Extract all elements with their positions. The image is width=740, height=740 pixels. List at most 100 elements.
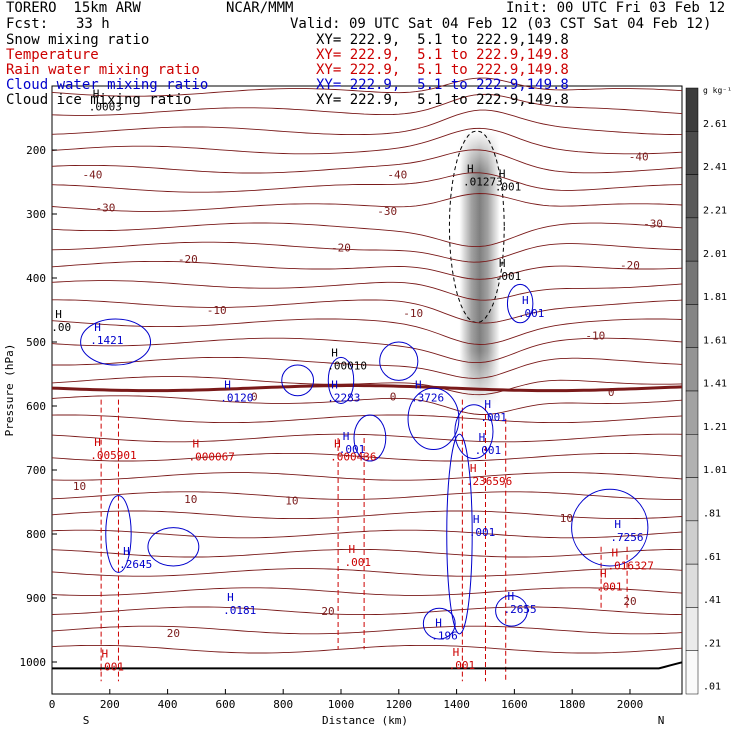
temperature-label: 20 [167, 627, 180, 640]
colorbar-label: 2.21 [703, 206, 727, 217]
maximum-value: .000067 [188, 450, 234, 463]
colorbar-label: 1.41 [703, 379, 727, 390]
forecast-label: Fcst: [6, 16, 49, 32]
maximum-value: .001 [495, 180, 522, 193]
maximum-marker: H [331, 379, 338, 392]
field-xy: XY= 222.9, 5.1 to 222.9,149.8 [316, 32, 569, 48]
temperature-label: -10 [585, 330, 605, 343]
y-tick-label: 200 [26, 144, 46, 157]
x-tick-label: 1400 [443, 698, 470, 711]
temperature-label: 20 [623, 595, 636, 608]
terrain-line [52, 661, 683, 670]
colorbar-swatch [685, 434, 699, 478]
maximum-value: .196 [431, 630, 458, 643]
colorbar-label: 1.81 [703, 292, 727, 303]
maximum-marker: H [612, 546, 619, 559]
field-name: Cloud ice mixing ratio [6, 92, 192, 108]
maximum-value: .000436 [330, 450, 376, 463]
maximum-marker: H [55, 308, 62, 321]
org-label: NCAR/MMM [226, 0, 294, 16]
maximum-value: .016327 [608, 559, 654, 572]
temperature-contour [51, 529, 683, 539]
temperature-label: -40 [387, 168, 407, 181]
maximum-marker: H [499, 167, 506, 180]
temperature-label: -30 [377, 205, 397, 218]
colorbar-label: 1.01 [703, 465, 727, 476]
maximum-value: .001 [469, 526, 496, 539]
maximum-marker: H [224, 379, 231, 392]
field-name: Rain water mixing ratio [6, 62, 200, 78]
temperature-contour [51, 606, 683, 616]
field-name: Temperature [6, 47, 99, 63]
colorbar-swatch [685, 131, 699, 175]
temperature-label: 0 [390, 390, 397, 403]
colorbar-units: g kg⁻¹ [703, 86, 732, 95]
temperature-contour [51, 149, 683, 174]
colorbar-swatch [685, 650, 699, 695]
temperature-contour [51, 395, 683, 415]
colorbar-label: .01 [703, 682, 721, 693]
maximum-value: .3726 [411, 392, 444, 405]
temperature-label: 0 [251, 390, 258, 403]
maximum-marker: H [94, 321, 101, 334]
temperature-contour [51, 625, 683, 635]
maximum-marker: H [484, 398, 491, 411]
field-xy: XY= 222.9, 5.1 to 222.9,149.8 [316, 77, 569, 93]
maximum-value: .00 [51, 321, 71, 334]
x-tick-label: 600 [215, 698, 235, 711]
temperature-contour [51, 77, 683, 97]
maximum-marker: H [600, 567, 607, 580]
colorbar-swatch [685, 390, 699, 435]
maximum-value: .001 [345, 556, 372, 569]
cloud-water-contour [446, 433, 473, 635]
colorbar-swatch [685, 87, 699, 132]
temperature-contour [51, 510, 683, 520]
temperature-label: 10 [560, 512, 573, 525]
x-tick-label: 1800 [559, 698, 586, 711]
maximum-value: .001 [97, 660, 124, 673]
colorbar-label: .81 [703, 509, 721, 520]
x-tick-label: 2000 [617, 698, 644, 711]
temperature-label: 10 [184, 493, 197, 506]
temperature-contour [51, 548, 682, 558]
maximum-marker: H [453, 646, 460, 659]
temperature-label: -40 [83, 168, 103, 181]
maximum-marker: H [614, 518, 621, 531]
cloud-water-contour [454, 404, 494, 459]
field-name: Cloud water mixing ratio [6, 77, 209, 93]
colorbar-swatch [685, 174, 699, 219]
x-tick-label: 400 [158, 698, 178, 711]
maximum-value: .0120 [220, 392, 253, 405]
maximum-value: .236596 [466, 475, 512, 488]
maximum-marker: H [334, 437, 341, 450]
colorbar-swatch [685, 607, 699, 651]
temperature-contour [51, 260, 683, 280]
maximum-value: .01273 [463, 175, 503, 188]
colorbar-label: .41 [703, 595, 721, 606]
temperature-label: 0 [608, 386, 615, 399]
cloud-water-contour [353, 414, 387, 462]
init-label: Init: 00 UTC Fri 03 Feb 12 [506, 0, 726, 16]
temperature-contour [51, 337, 683, 364]
cloud-water-contour [281, 364, 315, 397]
colorbar-swatch [685, 217, 699, 262]
maximum-value: .001 [596, 580, 623, 593]
y-tick-label: 600 [26, 400, 46, 413]
maximum-value: .2655 [503, 603, 536, 616]
maximum-value: .001 [475, 444, 502, 457]
colorbar-label: 2.01 [703, 249, 727, 260]
cloud-water-contour [379, 341, 419, 381]
temperature-label: -10 [207, 304, 227, 317]
x-tick-label: 1000 [328, 698, 355, 711]
x-tick-label: 200 [100, 698, 120, 711]
maximum-marker: H [522, 294, 529, 307]
maximum-marker: H [435, 617, 442, 630]
x-tick-label: 800 [273, 698, 293, 711]
maximum-marker: H [507, 590, 514, 603]
maximum-value: .0003 [89, 100, 122, 113]
temperature-contour [51, 568, 683, 577]
temperature-contour [52, 356, 683, 379]
temperature-contour [51, 172, 683, 193]
maximum-marker: H [479, 431, 486, 444]
maximum-marker: H [470, 462, 477, 475]
